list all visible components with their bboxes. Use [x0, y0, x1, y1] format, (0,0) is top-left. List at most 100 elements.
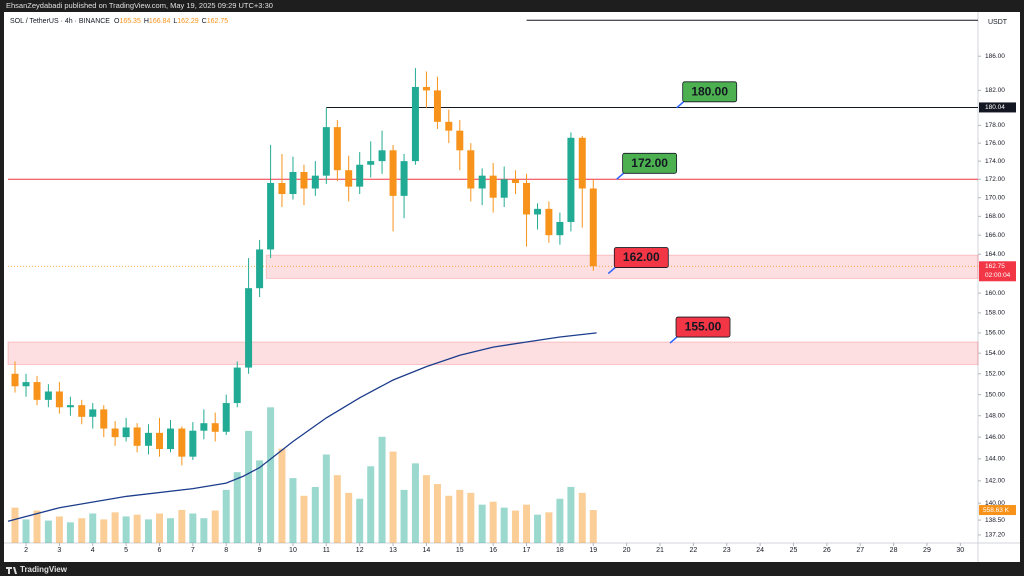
volume-bar: [400, 489, 408, 543]
candle-body: [389, 150, 397, 196]
symbol-legend: SOL / TetherUS · 4h · BINANCE: [10, 18, 110, 25]
x-tick-label: 17: [523, 547, 531, 554]
volume-marker: [979, 505, 1016, 516]
candle-body: [178, 428, 186, 457]
callout-pointer: [669, 335, 679, 344]
x-tick-label: 29: [923, 547, 931, 554]
x-tick-label: 18: [556, 547, 564, 554]
y-tick-label: 182.00: [985, 87, 1005, 94]
candle-body: [22, 382, 30, 387]
x-tick-label: 11: [323, 547, 330, 554]
volume-bar: [467, 492, 475, 543]
y-tick-label: 174.00: [985, 158, 1005, 165]
candle-body: [200, 423, 208, 431]
y-tick-label: 144.00: [985, 456, 1005, 463]
y-tick-label: 160.00: [985, 290, 1005, 297]
volume-bar: [11, 507, 19, 543]
volume-bar: [267, 407, 275, 543]
y-tick-label: 146.00: [985, 434, 1005, 441]
candle-body: [111, 428, 119, 438]
callout-box: [622, 152, 678, 174]
volume-bar: [178, 509, 186, 543]
candle-body: [55, 391, 63, 408]
volume-bar: [356, 498, 364, 543]
candle-body: [445, 121, 453, 131]
candle-body: [523, 182, 531, 215]
volume-bar: [256, 460, 264, 543]
volume-bar: [478, 504, 486, 543]
volume-bar: [523, 504, 531, 543]
volume-bar: [445, 495, 453, 543]
ohlc-key: L: [173, 18, 177, 25]
candle-body: [267, 182, 275, 250]
volume-marker-label: 558.63 K: [983, 507, 1010, 514]
volume-bar: [200, 518, 208, 543]
volume-bar: [345, 492, 353, 543]
volume-bar: [222, 489, 230, 543]
callout-pointer: [616, 171, 626, 180]
volume-bar: [278, 448, 286, 543]
y-tick-label: 168.00: [985, 213, 1005, 220]
brand-name: TradingView: [20, 565, 68, 574]
candle-body: [556, 221, 564, 236]
candle-body: [512, 179, 520, 183]
candle-body: [133, 427, 141, 446]
ohlc-key: H: [144, 18, 149, 25]
y-tick-label: 158.00: [985, 310, 1005, 317]
volume-bar: [367, 466, 375, 543]
volume-bar: [456, 489, 464, 543]
price-marker-label: 180.04: [985, 104, 1005, 111]
candle-body: [400, 161, 408, 196]
candle-body: [278, 182, 286, 195]
volume-bar: [133, 514, 141, 543]
y-tick-label: 156.00: [985, 330, 1005, 337]
x-tick-label: 19: [589, 547, 597, 554]
price-marker-label: 162.75: [985, 263, 1005, 270]
brand-logo: [6, 567, 17, 574]
candle-body: [356, 164, 364, 187]
candle-body: [44, 391, 52, 400]
y-tick-label: 176.00: [985, 140, 1005, 147]
candle-body: [478, 175, 486, 189]
candle-body: [211, 423, 219, 432]
candle-body: [489, 175, 497, 198]
volume-bar: [322, 454, 330, 543]
candle-body: [378, 150, 386, 162]
x-tick-label: 20: [623, 547, 631, 554]
candle-body: [567, 137, 575, 222]
candle-body: [222, 403, 230, 432]
volume-bar: [433, 484, 441, 543]
volume-bar: [378, 436, 386, 543]
publish-info: EhsanZeydabadi published on TradingView.…: [6, 1, 273, 10]
volume-bar: [300, 495, 308, 543]
y-tick-label: 170.00: [985, 194, 1005, 201]
y-tick-label: 172.00: [985, 176, 1005, 183]
candle-body: [256, 249, 264, 289]
callout-box: [682, 81, 738, 103]
candle-body: [167, 428, 175, 450]
moving-average: [7, 332, 597, 522]
ohlc-value: 162.29: [177, 18, 199, 25]
x-tick-label: 8: [224, 547, 228, 554]
ohlc-key: O: [114, 18, 120, 25]
zone: [7, 341, 979, 366]
price-axis-unit: USDT: [988, 19, 1008, 26]
x-tick-label: 27: [856, 547, 864, 554]
candle-body: [411, 86, 419, 162]
plot-area: 180.00 172.00 162.00 155.00: [7, 19, 979, 543]
volume-bar: [567, 486, 575, 543]
y-tick-label: 150.00: [985, 391, 1005, 398]
x-tick-label: 6: [158, 547, 162, 554]
x-tick-label: 25: [790, 547, 798, 554]
y-tick-label: 154.00: [985, 350, 1005, 357]
volume-bar: [500, 507, 508, 543]
candle-body: [189, 430, 197, 457]
x-tick-label: 24: [756, 547, 764, 554]
y-tick-label: 152.00: [985, 371, 1005, 378]
volume-bar: [89, 513, 97, 543]
candle-body: [322, 127, 330, 176]
x-tick-label: 21: [656, 547, 664, 554]
volume-bar: [44, 520, 52, 543]
volume-bar: [489, 501, 497, 543]
